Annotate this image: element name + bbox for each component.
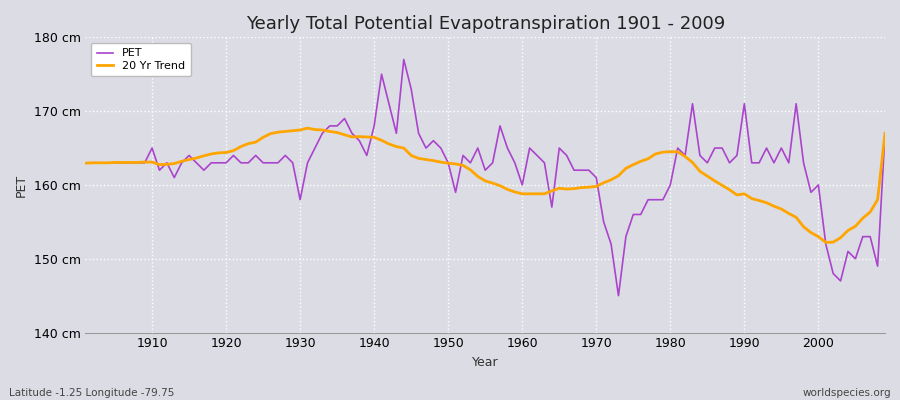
Text: worldspecies.org: worldspecies.org xyxy=(803,388,891,398)
20 Yr Trend xyxy=(310,127,320,132)
PET xyxy=(517,182,527,187)
PET xyxy=(399,57,410,62)
PET xyxy=(613,293,624,298)
Line: PET: PET xyxy=(86,60,885,296)
Title: Yearly Total Potential Evapotranspiration 1901 - 2009: Yearly Total Potential Evapotranspiratio… xyxy=(246,15,724,33)
Line: 20 Yr Trend: 20 Yr Trend xyxy=(86,128,885,242)
Text: Latitude -1.25 Longitude -79.75: Latitude -1.25 Longitude -79.75 xyxy=(9,388,175,398)
20 Yr Trend xyxy=(80,161,91,166)
20 Yr Trend xyxy=(517,192,527,196)
Y-axis label: PET: PET xyxy=(15,173,28,196)
PET xyxy=(140,160,150,165)
PET xyxy=(302,160,313,165)
20 Yr Trend xyxy=(302,126,313,130)
20 Yr Trend xyxy=(140,160,150,164)
20 Yr Trend xyxy=(354,134,364,139)
X-axis label: Year: Year xyxy=(472,356,499,369)
PET xyxy=(879,131,890,136)
20 Yr Trend xyxy=(821,240,832,245)
Legend: PET, 20 Yr Trend: PET, 20 Yr Trend xyxy=(91,43,191,76)
20 Yr Trend xyxy=(524,192,535,196)
20 Yr Trend xyxy=(613,173,624,178)
PET xyxy=(346,131,357,136)
20 Yr Trend xyxy=(879,131,890,136)
PET xyxy=(620,234,631,239)
PET xyxy=(80,160,91,165)
PET xyxy=(524,146,535,150)
